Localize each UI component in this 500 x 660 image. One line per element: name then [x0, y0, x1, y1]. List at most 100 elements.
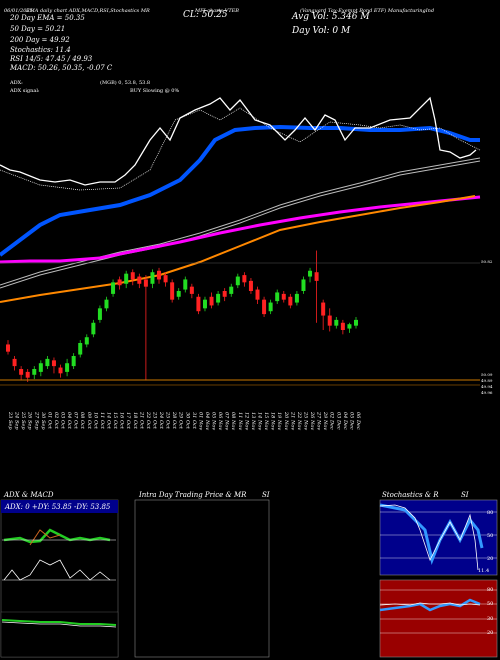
- macd-subpanel: [0, 611, 119, 658]
- x-tick-label: 04 Dec: [342, 412, 348, 430]
- avg-vol-label: Avg Vol: 5.346 M: [292, 12, 370, 22]
- macd-line: [3, 559, 111, 581]
- x-tick-label: 22 Nov: [296, 411, 302, 430]
- price-label-2: 50.09: [481, 372, 493, 377]
- stoch-panel-title: Stochastics & R: [382, 491, 439, 499]
- x-tick-label: 16 Oct: [119, 412, 125, 430]
- x-tick-label: 25 Nov: [302, 411, 308, 430]
- x-tick-label: 12 Nov: [243, 412, 249, 430]
- candle-body: [242, 275, 247, 283]
- candle-body: [347, 324, 352, 329]
- x-axis: 23 Sep 24 Sep 25 Sep 26 Sep 27 Sep 30 Sep 01 O…: [7, 411, 361, 430]
- candle-body: [51, 360, 56, 367]
- x-tick-label: 14 Nov: [257, 412, 263, 430]
- candle-body: [209, 296, 214, 306]
- candle-body: [314, 272, 319, 281]
- x-tick-label: 27 Nov: [316, 411, 322, 430]
- indicator-panels: [0, 499, 498, 658]
- candle-body: [91, 322, 96, 335]
- candle-body: [275, 292, 280, 302]
- candle-body: [340, 322, 345, 330]
- rsi-label: RSI 14/5: 47.45 / 49.93: [10, 55, 93, 63]
- candle-body: [354, 319, 358, 326]
- rsi-level-30: 30: [487, 616, 494, 622]
- rsi-panel: [379, 579, 498, 658]
- x-tick-label: 01 Nov: [197, 412, 203, 430]
- x-tick-label: 21 Oct: [138, 411, 144, 430]
- price-label-4: 49.94: [481, 384, 493, 389]
- x-tick-label: 19 Nov: [276, 412, 282, 430]
- candle-body: [157, 270, 162, 280]
- x-tick-label: 08 Nov: [230, 412, 236, 430]
- x-tick-label: 04 Nov: [204, 412, 210, 430]
- ema200-line: [0, 195, 476, 303]
- candle-body: [71, 356, 76, 367]
- x-tick-label: 29 Oct: [178, 411, 184, 430]
- adx-panel-title: ADX & MACD: [4, 491, 54, 499]
- candle-body: [176, 291, 181, 297]
- candle-body: [150, 272, 155, 284]
- x-tick-label: 05 Dec: [348, 412, 354, 430]
- close-price-line: [0, 96, 477, 186]
- ema50-label: 50 Day = 50.21: [10, 25, 66, 33]
- x-tick-label: 30 Sep: [40, 412, 46, 430]
- x-tick-label: 18 Oct: [132, 412, 138, 430]
- x-tick-label: 05 Nov: [211, 412, 217, 430]
- candle-body: [58, 367, 63, 374]
- stoch-white-line: [379, 504, 479, 571]
- stochastics-label: Stochastics: 11.4: [10, 46, 71, 54]
- candle-body: [248, 280, 253, 291]
- candle-body: [130, 272, 135, 280]
- x-tick-label: 17 Oct: [125, 412, 131, 430]
- candle-body: [19, 369, 24, 375]
- candle-body: [229, 286, 234, 294]
- x-tick-label: 15 Oct: [112, 412, 118, 430]
- x-tick-label: 07 Nov: [224, 412, 230, 430]
- x-tick-label: 02 Oct: [53, 412, 59, 430]
- close-label: CL: 50.25: [183, 10, 228, 20]
- candle-body: [111, 282, 116, 294]
- candle-body: [216, 293, 221, 303]
- stoch-level-50: 50: [487, 533, 494, 539]
- candle-body: [321, 302, 326, 316]
- x-tick-label: 09 Oct: [86, 412, 92, 430]
- x-tick-label: 04 Oct: [66, 412, 72, 430]
- x-tick-label: 10 Oct: [92, 412, 98, 430]
- candle-body: [143, 279, 148, 287]
- x-tick-label: 25 Oct: [165, 411, 171, 430]
- symbol-text: MFI charts VTEB: [195, 8, 239, 14]
- adx-values: (MGB) 0, 53.8, 53.8: [100, 80, 151, 86]
- candle-body: [25, 371, 30, 378]
- stoch-level-20: 20: [487, 556, 494, 562]
- x-tick-label: 14 Oct: [105, 412, 111, 430]
- x-tick-label: 29 Nov: [322, 411, 328, 430]
- candle-body: [301, 279, 306, 291]
- candle-body: [38, 363, 43, 372]
- buy-signal: BUY Slowing @ 0%: [130, 88, 180, 94]
- ema-upper-line-b: [0, 160, 481, 289]
- candles-layer: [6, 250, 358, 382]
- candle-body: [222, 291, 227, 297]
- adx-orange-line: [29, 529, 61, 546]
- candle-body: [163, 275, 168, 283]
- rsi-white-line: [379, 602, 481, 606]
- candle-body: [189, 286, 194, 294]
- x-tick-label: 11 Nov: [237, 412, 243, 430]
- rsi-overlay-line: [0, 107, 481, 191]
- day-vol-label: Day Vol: 0 M: [292, 26, 351, 36]
- x-tick-label: 06 Dec: [355, 412, 361, 430]
- candle-body: [78, 343, 83, 355]
- candle-body: [32, 369, 37, 375]
- candle-body: [97, 308, 102, 320]
- x-tick-label: 08 Oct: [79, 412, 85, 430]
- candle-body: [262, 299, 267, 315]
- stoch-value: 11.4: [478, 568, 490, 574]
- rsi-level-20: 20: [487, 630, 494, 636]
- candle-body: [268, 302, 273, 312]
- candle-body: [6, 344, 10, 352]
- candle-body: [104, 299, 109, 309]
- x-tick-label: 24 Oct: [158, 411, 164, 430]
- support-lines-layer: [0, 262, 480, 386]
- x-tick-label: 21 Nov: [289, 411, 295, 430]
